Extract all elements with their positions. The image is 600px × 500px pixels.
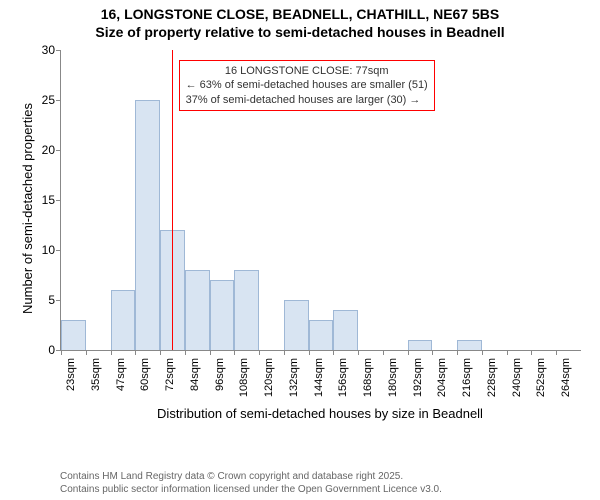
x-tick-mark xyxy=(86,350,87,355)
x-tick-label: 96sqm xyxy=(214,358,226,391)
histogram-bar xyxy=(185,270,210,350)
x-tick-label: 108sqm xyxy=(238,358,250,397)
info-box-line: 16 LONGSTONE CLOSE: 77sqm xyxy=(186,64,428,78)
x-tick-mark xyxy=(135,350,136,355)
histogram-bar xyxy=(111,290,136,350)
x-tick-mark xyxy=(61,350,62,355)
histogram-bar xyxy=(457,340,482,350)
histogram-bar xyxy=(234,270,259,350)
y-tick-mark xyxy=(56,100,61,101)
x-tick-label: 120sqm xyxy=(263,358,275,397)
histogram-bar xyxy=(333,310,358,350)
x-tick-label: 180sqm xyxy=(387,358,399,397)
x-tick-mark xyxy=(507,350,508,355)
histogram-bar xyxy=(408,340,433,350)
y-tick-label: 10 xyxy=(42,243,55,257)
x-tick-label: 192sqm xyxy=(412,358,424,397)
x-tick-label: 228sqm xyxy=(486,358,498,397)
chart-title: 16, LONGSTONE CLOSE, BEADNELL, CHATHILL,… xyxy=(0,6,600,41)
x-tick-label: 47sqm xyxy=(115,358,127,391)
x-tick-mark xyxy=(556,350,557,355)
x-tick-mark xyxy=(234,350,235,355)
title-line-1: 16, LONGSTONE CLOSE, BEADNELL, CHATHILL,… xyxy=(0,6,600,24)
title-line-2: Size of property relative to semi-detach… xyxy=(0,24,600,42)
y-tick-mark xyxy=(56,250,61,251)
y-axis-label: Number of semi-detached properties xyxy=(20,103,35,314)
x-tick-label: 264sqm xyxy=(560,358,572,397)
histogram-bar xyxy=(61,320,86,350)
x-tick-label: 216sqm xyxy=(461,358,473,397)
y-tick-label: 30 xyxy=(42,43,55,57)
x-tick-mark xyxy=(210,350,211,355)
histogram-bar xyxy=(135,100,160,350)
x-axis-label: Distribution of semi-detached houses by … xyxy=(60,406,580,421)
x-tick-label: 60sqm xyxy=(139,358,151,391)
x-tick-mark xyxy=(185,350,186,355)
y-tick-mark xyxy=(56,300,61,301)
x-tick-label: 252sqm xyxy=(535,358,547,397)
x-tick-label: 240sqm xyxy=(511,358,523,397)
y-tick-label: 5 xyxy=(48,293,55,307)
x-tick-mark xyxy=(408,350,409,355)
x-tick-mark xyxy=(383,350,384,355)
info-box-line: ← 63% of semi-detached houses are smalle… xyxy=(186,78,428,92)
x-tick-mark xyxy=(160,350,161,355)
histogram-bar xyxy=(284,300,309,350)
x-tick-mark xyxy=(482,350,483,355)
x-tick-label: 144sqm xyxy=(313,358,325,397)
x-tick-mark xyxy=(284,350,285,355)
attribution-line-1: Contains HM Land Registry data © Crown c… xyxy=(60,471,442,484)
y-tick-mark xyxy=(56,150,61,151)
x-tick-label: 35sqm xyxy=(90,358,102,391)
x-tick-mark xyxy=(457,350,458,355)
y-tick-label: 0 xyxy=(48,343,55,357)
x-tick-label: 156sqm xyxy=(337,358,349,397)
y-tick-label: 20 xyxy=(42,143,55,157)
x-tick-mark xyxy=(432,350,433,355)
x-tick-label: 132sqm xyxy=(288,358,300,397)
attribution-line-2: Contains public sector information licen… xyxy=(60,484,442,497)
x-tick-mark xyxy=(259,350,260,355)
y-tick-mark xyxy=(56,200,61,201)
x-tick-label: 23sqm xyxy=(65,358,77,391)
info-box-line: 37% of semi-detached houses are larger (… xyxy=(186,93,428,107)
attribution: Contains HM Land Registry data © Crown c… xyxy=(60,471,442,496)
x-tick-label: 204sqm xyxy=(436,358,448,397)
reference-line xyxy=(172,50,173,350)
x-tick-mark xyxy=(531,350,532,355)
y-tick-label: 15 xyxy=(42,193,55,207)
x-tick-label: 168sqm xyxy=(362,358,374,397)
chart-container: 0 5 10 15 20 25 30 23sqm 35sqm 47sqm 60sqm 72sqm 84s… xyxy=(0,44,600,440)
x-tick-mark xyxy=(333,350,334,355)
x-tick-label: 84sqm xyxy=(189,358,201,391)
x-tick-mark xyxy=(358,350,359,355)
x-tick-mark xyxy=(309,350,310,355)
histogram-bar xyxy=(309,320,334,350)
x-tick-mark xyxy=(111,350,112,355)
plot-area: 05101520253023sqm35sqm47sqm60sqm72sqm84s… xyxy=(60,50,581,351)
x-tick-label: 72sqm xyxy=(164,358,176,391)
y-tick-mark xyxy=(56,50,61,51)
histogram-bar xyxy=(210,280,235,350)
info-box: 16 LONGSTONE CLOSE: 77sqm← 63% of semi-d… xyxy=(179,60,435,111)
y-tick-label: 25 xyxy=(42,93,55,107)
